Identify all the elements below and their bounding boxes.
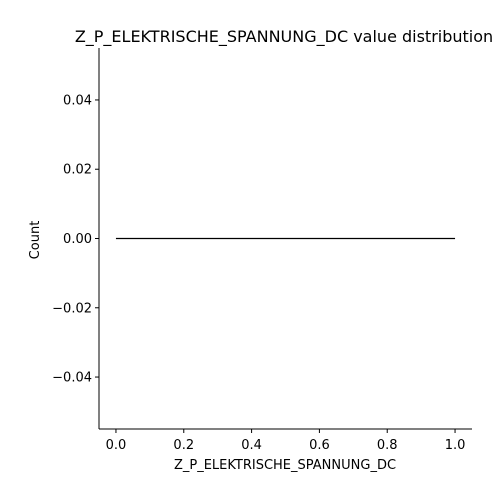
x-tick-label: 0.0 bbox=[106, 438, 127, 453]
x-tick-label: 0.2 bbox=[173, 438, 194, 453]
y-axis-ticks: −0.04 −0.02 0.00 0.02 0.04 bbox=[52, 93, 99, 386]
x-tick-label: 0.6 bbox=[309, 438, 330, 453]
y-tick-label: −0.04 bbox=[52, 371, 92, 386]
x-tick-label: 0.8 bbox=[377, 438, 398, 453]
chart-title: Z_P_ELEKTRISCHE_SPANNUNG_DC value distri… bbox=[75, 27, 493, 47]
x-axis-ticks: 0.0 0.2 0.4 0.6 0.8 1.0 bbox=[106, 429, 466, 453]
y-tick-label: 0.02 bbox=[63, 163, 92, 178]
y-axis-label: Count bbox=[28, 221, 43, 260]
x-tick-label: 1.0 bbox=[445, 438, 466, 453]
y-tick-label: 0.04 bbox=[63, 93, 92, 108]
x-axis-label: Z_P_ELEKTRISCHE_SPANNUNG_DC bbox=[174, 458, 396, 473]
x-tick-label: 0.4 bbox=[241, 438, 262, 453]
y-tick-label: −0.02 bbox=[52, 301, 92, 316]
y-tick-label: 0.00 bbox=[63, 232, 92, 247]
